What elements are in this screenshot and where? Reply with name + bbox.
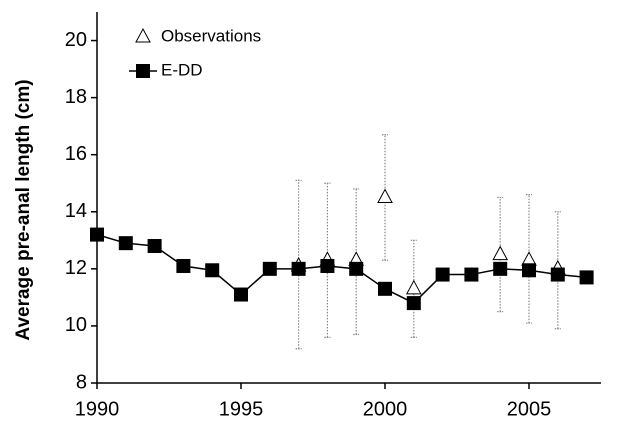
x-tick-label: 2005 [507,398,552,420]
square-marker [205,263,220,278]
square-marker [579,270,594,285]
square-marker [464,267,479,282]
triangle-marker [492,245,509,261]
square-marker [522,263,536,278]
legend-label: E-DD [161,60,203,79]
square-marker [406,296,421,311]
series-line [96,233,587,305]
square-marker [291,261,306,276]
y-tick-label: 10 [65,314,87,336]
square-marker [349,261,364,276]
square-marker [176,258,191,273]
square-marker [118,236,133,251]
square-marker [90,227,104,242]
triangle-marker [405,279,422,295]
square-marker [147,239,162,254]
y-tick-label: 20 [65,29,87,51]
square-marker [378,281,392,296]
triangle-marker [377,188,393,203]
x-tick-label: 2000 [363,398,408,420]
square-marker [435,267,450,282]
legend-marker [135,27,151,43]
square-marker [262,261,277,276]
legend-marker [136,64,150,78]
legend-label: Observations [161,26,261,45]
y-tick-label: 12 [65,257,87,279]
y-tick-label: 8 [76,371,87,393]
square-marker [234,287,248,302]
x-tick-label: 1995 [219,398,264,420]
y-tick-label: 18 [65,86,87,108]
square-marker [493,261,508,276]
y-tick-label: 16 [65,143,87,165]
square-marker [320,258,335,273]
square-marker [550,267,565,282]
x-tick-label: 1990 [75,398,120,420]
y-axis-label: Average pre-anal length (cm) [13,79,34,340]
y-tick-label: 14 [65,200,87,222]
